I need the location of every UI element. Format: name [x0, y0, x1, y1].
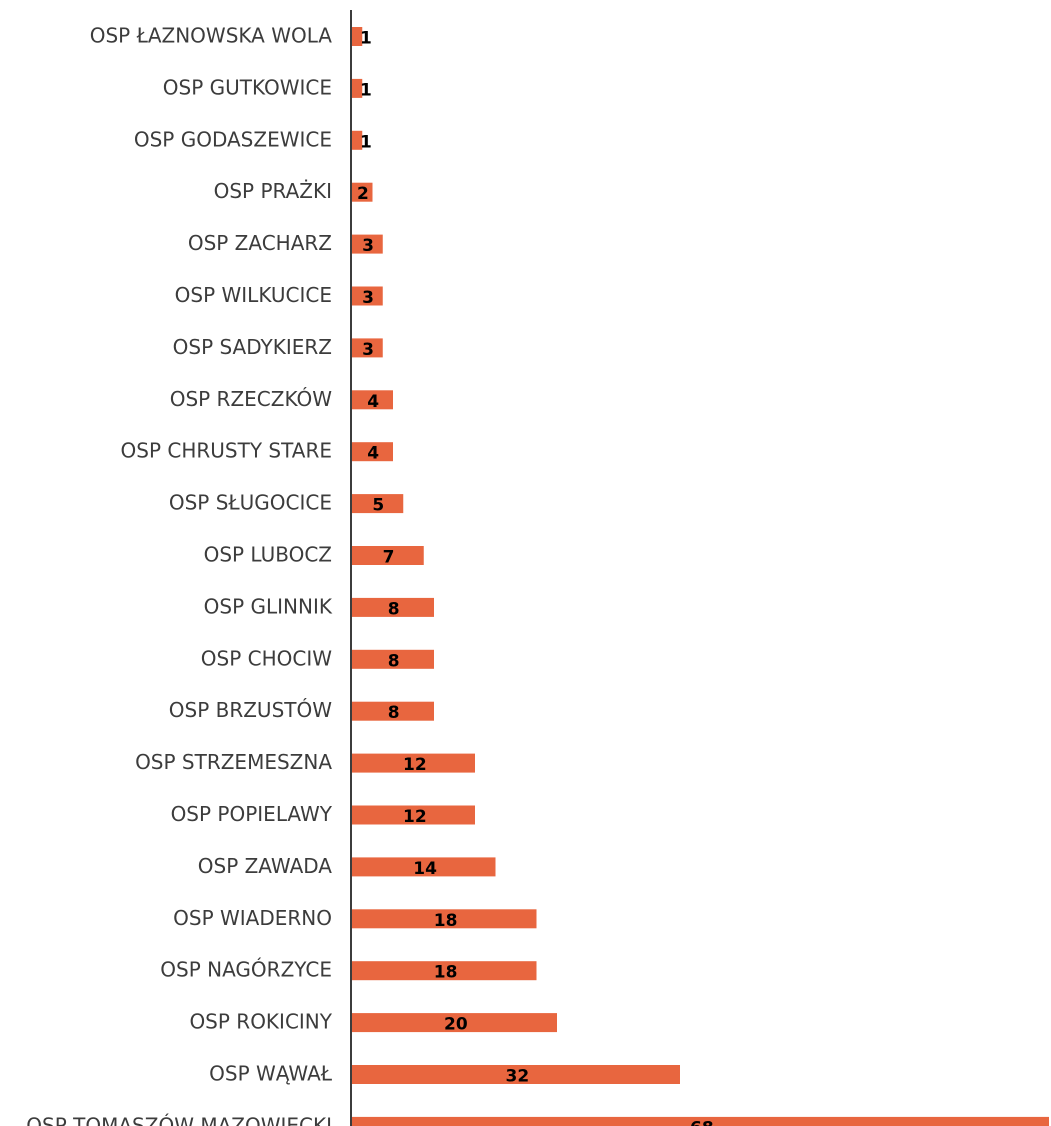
bar: [352, 649, 434, 669]
bar: [352, 546, 424, 565]
bar: [352, 182, 373, 202]
category-label: OSP BRZUSTÓW: [169, 698, 332, 722]
bar: [352, 805, 475, 825]
category-label: OSP SŁUGOCICE: [169, 491, 332, 515]
category-label: OSP SADYKIERZ: [173, 335, 332, 359]
bar-value-label: 3: [362, 236, 374, 256]
bar: [352, 78, 363, 98]
bar-value-label: 1: [360, 29, 372, 49]
category-label: OSP ZAWADA: [198, 854, 333, 878]
category-label: OSP LUBOCZ: [204, 543, 332, 567]
category-labels: OSP ŁAZNOWSKA WOLA OSP GUTKOWICE OSP GODAS…: [26, 24, 333, 1126]
bar-value-label: 7: [383, 548, 395, 568]
bar-value-label: 32: [506, 1067, 530, 1087]
bar-value-label: 20: [444, 1015, 468, 1035]
bar-value-label: 18: [434, 963, 458, 983]
bar-value-label: 18: [434, 911, 458, 931]
bar-value-label: 1: [360, 132, 372, 152]
bar-value-label: 12: [403, 807, 427, 827]
category-label: OSP PRAŻKI: [214, 179, 332, 203]
bar: [352, 1065, 680, 1084]
bar-value-label: 12: [403, 755, 427, 775]
bar-value-label: 4: [367, 392, 379, 412]
bar-value-label: 3: [362, 288, 374, 308]
bar: [352, 286, 383, 306]
bar: [352, 1013, 557, 1033]
bar: [352, 961, 537, 981]
category-label: OSP NAGÓRZYCE: [160, 958, 332, 982]
bar-value-label: 68: [690, 1118, 714, 1126]
bar: [352, 701, 434, 721]
bars: [352, 27, 1049, 1126]
bar: [352, 753, 475, 773]
bar: [352, 597, 434, 617]
bar-value-label: 3: [362, 340, 374, 360]
category-label: OSP WĄWAŁ: [209, 1062, 333, 1086]
bar-value-label: 14: [413, 859, 437, 879]
category-label: OSP WIADERNO: [173, 906, 332, 930]
bar: [352, 130, 363, 150]
bar-value-label: 4: [367, 444, 379, 464]
value-labels: 111233344578881212141818203268: [357, 29, 714, 1126]
bar-value-label: 5: [372, 496, 384, 516]
category-label: OSP GODASZEWICE: [134, 127, 332, 151]
bar-value-label: 8: [388, 599, 400, 619]
bar: [352, 857, 496, 877]
bar: [352, 27, 363, 46]
bar-value-label: 8: [388, 703, 400, 723]
bar-value-label: 2: [357, 184, 369, 204]
bar: [352, 909, 537, 929]
category-label: OSP RZECZKÓW: [170, 387, 333, 411]
bar: [352, 338, 383, 358]
bar: [352, 234, 383, 254]
category-label: OSP GLINNIK: [204, 594, 333, 618]
bar: [352, 442, 393, 462]
category-label: OSP POPIELAWY: [171, 802, 333, 826]
category-label: OSP CHOCIW: [201, 646, 332, 670]
bar-value-label: 8: [388, 651, 400, 671]
category-label: OSP ZACHARZ: [188, 231, 332, 255]
category-label: OSP ŁAZNOWSKA WOLA: [90, 24, 333, 48]
category-label: OSP TOMASZÓW MAZOWIECKI: [26, 1113, 332, 1126]
category-label: OSP WILKUCICE: [175, 283, 332, 307]
bar: [352, 390, 393, 410]
bar: [352, 1116, 1049, 1126]
bar-value-label: 1: [360, 80, 372, 100]
category-label: OSP CHRUSTY STARE: [121, 439, 332, 463]
category-label: OSP GUTKOWICE: [163, 75, 332, 99]
category-label: OSP STRZEMESZNA: [135, 750, 332, 774]
bar: [352, 494, 404, 514]
category-label: OSP ROKICINY: [189, 1010, 332, 1034]
